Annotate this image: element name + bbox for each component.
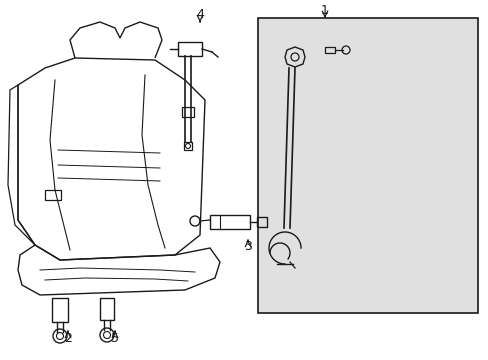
- Bar: [257, 217, 266, 227]
- Bar: [178, 42, 202, 56]
- Bar: [45, 190, 61, 200]
- Bar: [52, 298, 68, 322]
- Bar: [100, 298, 114, 320]
- Text: 2: 2: [64, 332, 72, 345]
- Text: 5: 5: [111, 332, 119, 345]
- Bar: [182, 107, 194, 117]
- Bar: [209, 215, 249, 229]
- Text: 4: 4: [196, 9, 203, 22]
- Bar: [325, 47, 334, 53]
- Bar: [258, 18, 477, 313]
- Text: 3: 3: [244, 240, 251, 253]
- Bar: [183, 142, 192, 150]
- Text: 1: 1: [321, 4, 328, 17]
